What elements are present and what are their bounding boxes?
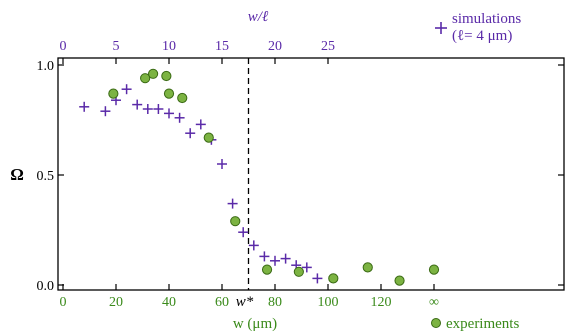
experiment-point (163, 88, 175, 99)
experiment-point (428, 264, 440, 275)
plot-frame (57, 57, 565, 291)
legend-experiments-label: experiments (446, 316, 519, 332)
simulation-point (217, 159, 227, 169)
simulation-point (312, 273, 323, 284)
simulation-point (195, 119, 206, 130)
simulation-point (301, 262, 312, 273)
x-axis-label: w (μm) (233, 316, 277, 332)
x-tick-label: 80 (268, 295, 282, 310)
x2-tick-label: 5 (113, 39, 120, 54)
experiment-point (394, 275, 405, 286)
experiment-point (261, 264, 273, 275)
x-tick-label: 20 (109, 295, 123, 310)
experiments-series (108, 68, 440, 286)
x-tick-label: 60 (215, 295, 229, 310)
y-axis-label: Ω (10, 165, 24, 184)
experiment-point (328, 273, 339, 284)
legend-experiments: experiments (431, 316, 519, 332)
experiment-point (108, 88, 119, 99)
experiment-point (230, 216, 241, 227)
simulation-point (280, 253, 291, 264)
simulation-point (174, 112, 185, 123)
experiment-point (362, 262, 373, 273)
simulation-point (100, 106, 111, 117)
x2-tick-label: 20 (268, 39, 282, 54)
simulation-point (259, 251, 270, 262)
x-tick-label: 120 (371, 295, 392, 310)
simulation-point (185, 128, 196, 139)
simulation-point (153, 104, 164, 114)
x2-axis-label: w/ℓ (248, 9, 268, 25)
x2-tick-label: 0 (60, 39, 67, 54)
simulation-point (227, 198, 238, 209)
x2-tick-label: 25 (321, 39, 335, 54)
x-tick-label: 100 (318, 295, 339, 310)
experiment-point (177, 92, 188, 104)
x-tick-label-infinity: ∞ (429, 295, 439, 310)
y-tick-label: 0.0 (37, 279, 55, 294)
experiment-point (161, 70, 172, 82)
simulations-series (79, 84, 323, 284)
x-tick-label: 0 (60, 295, 67, 310)
simulation-point (248, 240, 259, 251)
y-tick-label: 0.5 (37, 169, 55, 184)
simulation-point (132, 99, 143, 110)
legend-simulations: simulations (ℓ= 4 μm) (435, 11, 521, 44)
legend-experiments-marker (431, 318, 441, 328)
x2-tick-label: 10 (162, 39, 176, 54)
legend-simulations-label: simulations (452, 11, 521, 27)
x-tick-label: 40 (162, 295, 176, 310)
threshold-label: w* (236, 294, 254, 310)
experiment-point (293, 266, 304, 277)
legend-simulations-sublabel: (ℓ= 4 μm) (452, 28, 512, 44)
experiment-point (148, 68, 159, 79)
y-tick-label: 1.0 (37, 59, 55, 74)
experiment-point (203, 132, 214, 143)
simulation-point (79, 101, 90, 112)
simulation-point (270, 255, 280, 266)
experiment-point (140, 73, 151, 84)
x2-tick-label: 15 (215, 39, 229, 54)
simulation-point (238, 227, 249, 238)
ticks-layer: 0 20 40 60 80 100 120 ∞ 0 5 10 15 20 25 0.0 0.5 1.0 (37, 39, 564, 310)
simulation-point (164, 108, 174, 119)
simulation-point (121, 84, 132, 95)
simulation-point (142, 104, 153, 114)
